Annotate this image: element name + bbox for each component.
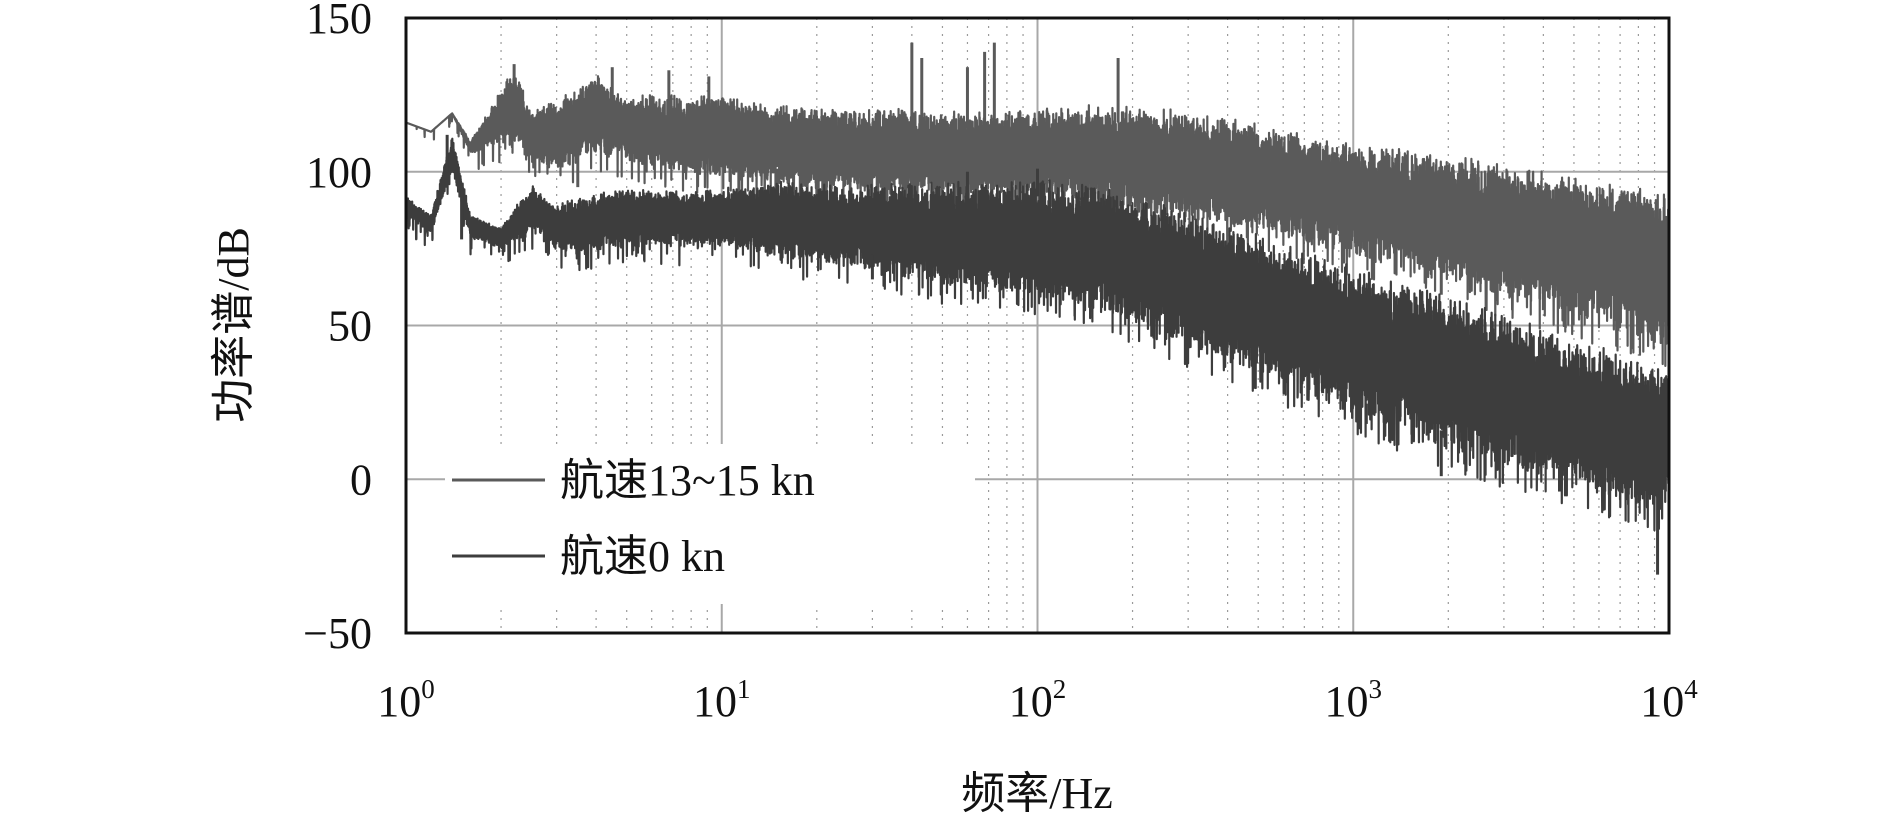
series-line-0: [406, 75, 1669, 367]
legend-label-speed-0: 航速0 kn: [560, 532, 725, 581]
x-tick-label: 101: [693, 674, 751, 726]
x-tick-label: 102: [1009, 674, 1067, 726]
series-0: [406, 42, 1669, 367]
y-tick-label: 100: [306, 148, 372, 197]
y-tick-label: 50: [328, 302, 372, 351]
series-line-1: [406, 137, 1669, 532]
y-tick-label: −50: [303, 609, 372, 658]
x-tick-label: 104: [1640, 674, 1698, 726]
x-tick-label: 103: [1325, 674, 1383, 726]
y-axis-title: 功率谱/dB: [209, 227, 258, 423]
x-axis-title: 频率/Hz: [961, 769, 1113, 818]
y-tick-label: 0: [350, 455, 372, 504]
series-1: [406, 134, 1669, 575]
plot-frame: [404, 16, 1671, 635]
x-tick-label: 100: [377, 674, 435, 726]
y-tick-label: 150: [306, 0, 372, 43]
x-tick-labels: 100 101 102 103 104: [377, 674, 1698, 726]
legend-box: [445, 444, 975, 604]
y-tick-labels: 150 100 50 0 −50: [303, 0, 372, 658]
legend-label-speed-13-15: 航速13~15 kn: [560, 456, 815, 505]
legend: 航速13~15 kn 航速0 kn: [445, 444, 975, 604]
series-layer: [406, 42, 1669, 575]
